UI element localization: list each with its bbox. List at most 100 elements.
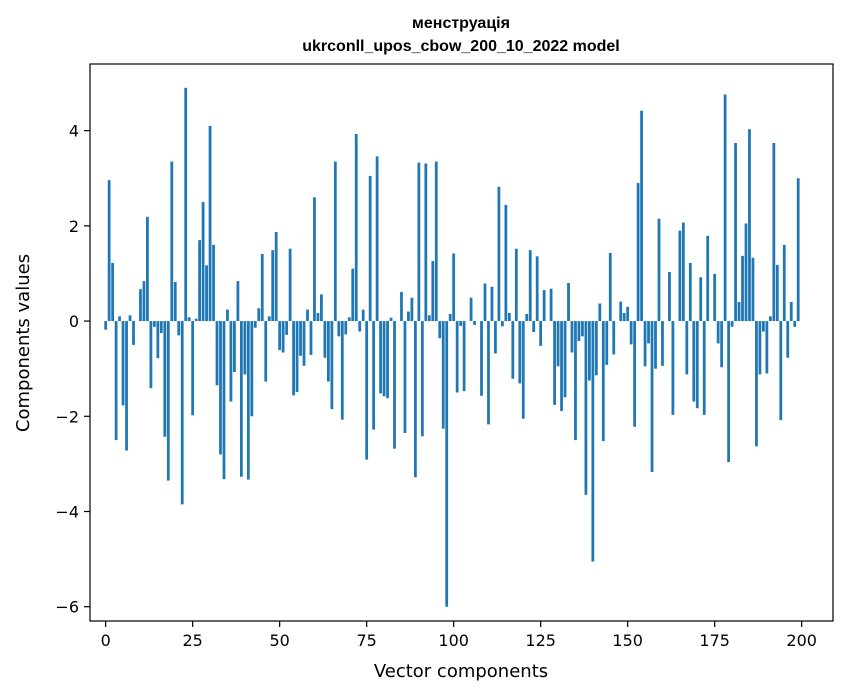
bar-118 <box>514 248 518 322</box>
bar-22 <box>180 321 184 505</box>
y-tick-label: −6 <box>55 598 79 617</box>
bar-94 <box>431 261 435 322</box>
bar-182 <box>737 302 741 322</box>
bar-6 <box>125 321 128 451</box>
bar-16 <box>159 321 163 333</box>
bar-18 <box>166 321 170 481</box>
bar-180 <box>730 321 734 327</box>
bar-189 <box>762 321 765 332</box>
bar-26 <box>194 318 198 322</box>
bar-130 <box>556 321 560 367</box>
bar-61 <box>316 312 320 322</box>
y-axis-label: Components values <box>13 254 34 432</box>
bar-138 <box>584 321 588 495</box>
bar-78 <box>375 156 379 322</box>
bar-86 <box>403 321 407 433</box>
bar-68 <box>340 321 344 420</box>
bars-layer <box>104 87 800 607</box>
bar-92 <box>424 163 428 322</box>
bar-90 <box>417 162 421 322</box>
x-tick-label: 125 <box>525 631 556 650</box>
bar-88 <box>410 297 414 322</box>
bar-40 <box>243 321 247 375</box>
bar-49 <box>274 232 278 322</box>
bar-17 <box>163 321 167 437</box>
bar-43 <box>253 321 257 328</box>
y-tick-label: −4 <box>55 503 79 522</box>
bar-83 <box>393 321 396 449</box>
bar-57 <box>302 321 306 366</box>
bar-163 <box>671 321 675 415</box>
x-tick-label: 200 <box>786 631 817 650</box>
bar-122 <box>528 250 532 322</box>
bar-194 <box>779 321 783 421</box>
bar-160 <box>661 321 664 366</box>
bar-58 <box>306 309 309 322</box>
bar-148 <box>619 301 623 322</box>
bar-190 <box>765 321 769 374</box>
bar-81 <box>386 321 389 399</box>
bar-132 <box>563 321 567 398</box>
bar-19 <box>170 161 174 322</box>
bar-169 <box>692 321 696 402</box>
bar-168 <box>688 263 692 322</box>
bar-101 <box>455 321 459 393</box>
bar-55 <box>295 321 299 393</box>
bar-59 <box>309 321 313 355</box>
bar-103 <box>462 321 466 392</box>
bar-11 <box>142 281 146 322</box>
bar-14 <box>152 321 156 327</box>
y-tick-label: 2 <box>69 217 79 236</box>
bar-175 <box>713 273 717 322</box>
bar-50 <box>278 321 282 351</box>
bar-157 <box>650 321 654 472</box>
bar-142 <box>598 303 602 322</box>
bar-128 <box>549 288 553 322</box>
bar-191 <box>768 316 772 322</box>
bar-143 <box>601 321 605 442</box>
bar-153 <box>636 183 640 322</box>
bar-62 <box>320 294 323 322</box>
bar-198 <box>793 321 797 327</box>
bar-116 <box>507 312 511 322</box>
bar-126 <box>542 290 546 322</box>
x-tick-label: 75 <box>356 631 376 650</box>
bar-60 <box>313 197 316 322</box>
bar-37 <box>233 321 236 373</box>
bar-109 <box>483 283 487 322</box>
bar-70 <box>347 317 351 322</box>
bar-156 <box>647 321 650 344</box>
bar-85 <box>400 292 403 322</box>
x-tick-label: 0 <box>101 631 111 650</box>
bar-97 <box>441 321 445 429</box>
bar-100 <box>452 253 456 322</box>
bar-129 <box>553 321 556 405</box>
bar-162 <box>668 272 671 322</box>
bar-2 <box>111 263 115 322</box>
bar-77 <box>372 321 376 430</box>
bar-199 <box>796 178 800 322</box>
bar-123 <box>532 321 536 333</box>
bar-64 <box>326 321 330 382</box>
bar-51 <box>281 321 285 353</box>
bar-87 <box>407 311 410 322</box>
bar-29 <box>205 265 208 322</box>
bar-125 <box>539 321 543 346</box>
x-axis-ticks: 0 25 50 75 100 125 150 175 200 <box>101 621 817 650</box>
bar-44 <box>257 308 261 322</box>
bar-95 <box>434 161 438 322</box>
bar-108 <box>480 321 483 396</box>
x-tick-label: 175 <box>699 631 730 650</box>
bar-45 <box>260 253 264 322</box>
bar-187 <box>755 321 758 447</box>
bar-131 <box>560 321 563 412</box>
bar-25 <box>191 321 195 416</box>
bar-117 <box>511 321 515 379</box>
bar-124 <box>535 256 539 322</box>
bar-176 <box>716 321 720 344</box>
bar-120 <box>521 321 525 419</box>
bar-38 <box>236 281 240 322</box>
bar-183 <box>741 255 744 322</box>
bar-20 <box>173 282 177 322</box>
bar-74 <box>361 309 365 322</box>
